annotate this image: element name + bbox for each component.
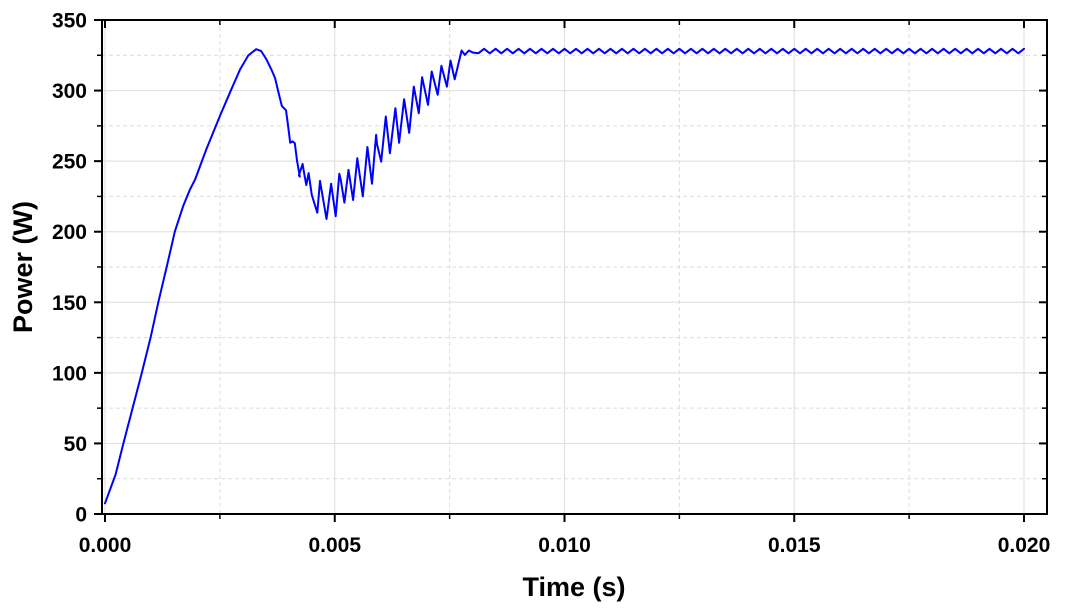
axis-ticks [94, 19, 1047, 522]
x-tick-label: 0.000 [79, 534, 132, 557]
x-axis-title: Time (s) [522, 572, 625, 602]
minor-gridlines [102, 20, 1047, 514]
x-tick-label: 0.015 [768, 534, 821, 557]
y-axis-tick-labels: 0 50 100 150 200 250 300 350 [52, 10, 87, 527]
y-axis-title: Power (W) [8, 201, 38, 333]
y-tick-label: 150 [52, 292, 87, 315]
x-tick-label: 0.005 [308, 534, 361, 557]
x-axis-tick-labels: 0.000 0.005 0.010 0.015 0.020 [79, 534, 1051, 557]
y-tick-label: 50 [64, 433, 87, 456]
x-tick-label: 0.020 [998, 534, 1051, 557]
x-tick-label: 0.010 [538, 534, 591, 557]
power-series-line [104, 47, 1025, 505]
y-tick-label: 300 [52, 80, 87, 103]
y-tick-label: 350 [52, 10, 87, 33]
y-tick-label: 200 [52, 221, 87, 244]
y-tick-label: 100 [52, 362, 87, 385]
y-tick-label: 0 [75, 504, 87, 527]
y-tick-label: 250 [52, 151, 87, 174]
